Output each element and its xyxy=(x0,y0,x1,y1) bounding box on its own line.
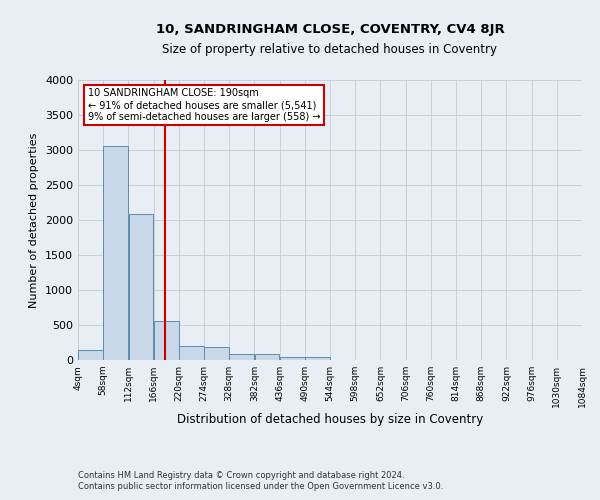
Bar xyxy=(179,346,204,360)
Bar xyxy=(229,354,254,360)
Bar xyxy=(254,354,280,360)
Bar xyxy=(128,214,154,360)
Y-axis label: Number of detached properties: Number of detached properties xyxy=(29,132,40,308)
Text: Contains HM Land Registry data © Crown copyright and database right 2024.: Contains HM Land Registry data © Crown c… xyxy=(78,471,404,480)
Text: 10 SANDRINGHAM CLOSE: 190sqm
← 91% of detached houses are smaller (5,541)
9% of : 10 SANDRINGHAM CLOSE: 190sqm ← 91% of de… xyxy=(88,88,320,122)
Text: 10, SANDRINGHAM CLOSE, COVENTRY, CV4 8JR: 10, SANDRINGHAM CLOSE, COVENTRY, CV4 8JR xyxy=(155,22,505,36)
Bar xyxy=(78,350,103,360)
X-axis label: Distribution of detached houses by size in Coventry: Distribution of detached houses by size … xyxy=(177,412,483,426)
Text: Contains public sector information licensed under the Open Government Licence v3: Contains public sector information licen… xyxy=(78,482,443,491)
Text: Size of property relative to detached houses in Coventry: Size of property relative to detached ho… xyxy=(163,42,497,56)
Bar xyxy=(204,346,229,360)
Bar xyxy=(280,356,305,360)
Bar xyxy=(103,146,128,360)
Bar xyxy=(305,357,330,360)
Bar xyxy=(154,321,179,360)
